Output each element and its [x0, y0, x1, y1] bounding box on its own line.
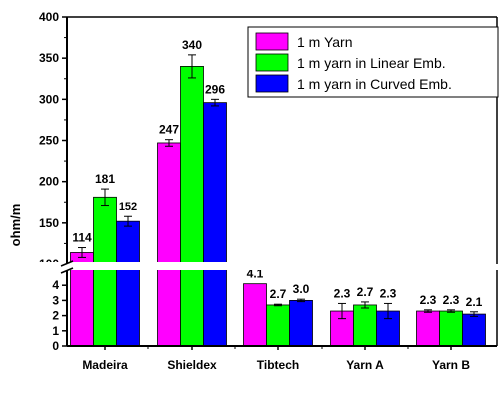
bar-shieldex-s2 [180, 66, 204, 347]
legend-swatch [255, 32, 289, 51]
data-label: 247 [159, 123, 179, 137]
legend: 1 m Yarn 1 m yarn in Linear Emb. 1 m yarn … [247, 26, 499, 98]
y-axis-label: ohm/m [8, 204, 23, 247]
data-label: 2.3 [380, 286, 397, 300]
bar-yarn-b-s3 [462, 313, 486, 347]
legend-label: 1 m yarn in Curved Emb. [297, 76, 452, 92]
data-label: 152 [119, 201, 137, 213]
x-ticks-group: Madeira Shieldex Tibtech Yarn A Yarn B [82, 346, 470, 372]
break-mark [60, 267, 74, 274]
x-tick-label: Yarn A [346, 358, 384, 372]
lower-y-ticks: 012 34 [52, 278, 67, 353]
legend-swatch [255, 53, 289, 72]
data-label: 296 [205, 82, 225, 96]
bar-tibtech-s2 [266, 304, 290, 347]
data-label: 2.7 [270, 287, 287, 301]
legend-box [247, 26, 499, 98]
y-tick-label: 2 [52, 309, 59, 323]
y-tick-label: 3 [52, 293, 59, 307]
bar-shieldex-s3 [203, 102, 227, 347]
bar-yarn-b-s1 [416, 310, 440, 347]
x-tick-label: Shieldex [167, 358, 217, 372]
data-label: 3.0 [293, 282, 310, 296]
bars-group [70, 66, 486, 347]
y-tick-label: 150 [39, 216, 59, 230]
bar-shieldex-s1 [157, 142, 181, 347]
data-labels-group: 114 247 4.1 2.3 2.3 181 340 2.7 2.7 2.3 152 296 3.0 2… [72, 38, 482, 309]
bar-tibtech-s1 [243, 283, 267, 347]
x-tick-label: Tibtech [257, 358, 299, 372]
upper-y-ticks: 100150200250300350400 [39, 10, 67, 271]
bar-madeira-s3 [116, 220, 140, 347]
data-label: 2.3 [334, 286, 351, 300]
legend-label: 1 m Yarn [297, 34, 353, 50]
data-label: 2.3 [420, 293, 437, 307]
error-bars-group [78, 54, 478, 320]
legend-swatch [255, 74, 289, 93]
y-tick-label: 4 [52, 278, 59, 292]
data-label: 2.1 [466, 295, 483, 309]
axes-group [60, 16, 498, 347]
bar-yarn-a-s2 [353, 304, 377, 347]
y-tick-label: 1 [52, 324, 59, 338]
data-label: 114 [72, 231, 92, 245]
data-label: 340 [182, 38, 202, 52]
axis-break-gap [0, 262, 499, 270]
data-label: 181 [95, 172, 115, 186]
data-label: 4.1 [247, 267, 264, 281]
legend-label: 1 m yarn in Linear Emb. [297, 55, 446, 71]
y-tick-label: 250 [39, 134, 59, 148]
bar-yarn-b-s2 [439, 310, 463, 347]
y-tick-label: 0 [52, 339, 59, 353]
break-mark [60, 260, 74, 267]
y-tick-label: 350 [39, 51, 59, 65]
bar-tibtech-s3 [289, 299, 313, 347]
y-tick-label: 200 [39, 175, 59, 189]
y-tick-label: 300 [39, 92, 59, 106]
data-label: 2.7 [357, 285, 374, 299]
bar-madeira-s2 [93, 196, 117, 347]
x-tick-label: Madeira [82, 358, 128, 372]
y-tick-label: 400 [39, 10, 59, 24]
x-tick-label: Yarn B [432, 358, 470, 372]
data-label: 2.3 [443, 293, 460, 307]
